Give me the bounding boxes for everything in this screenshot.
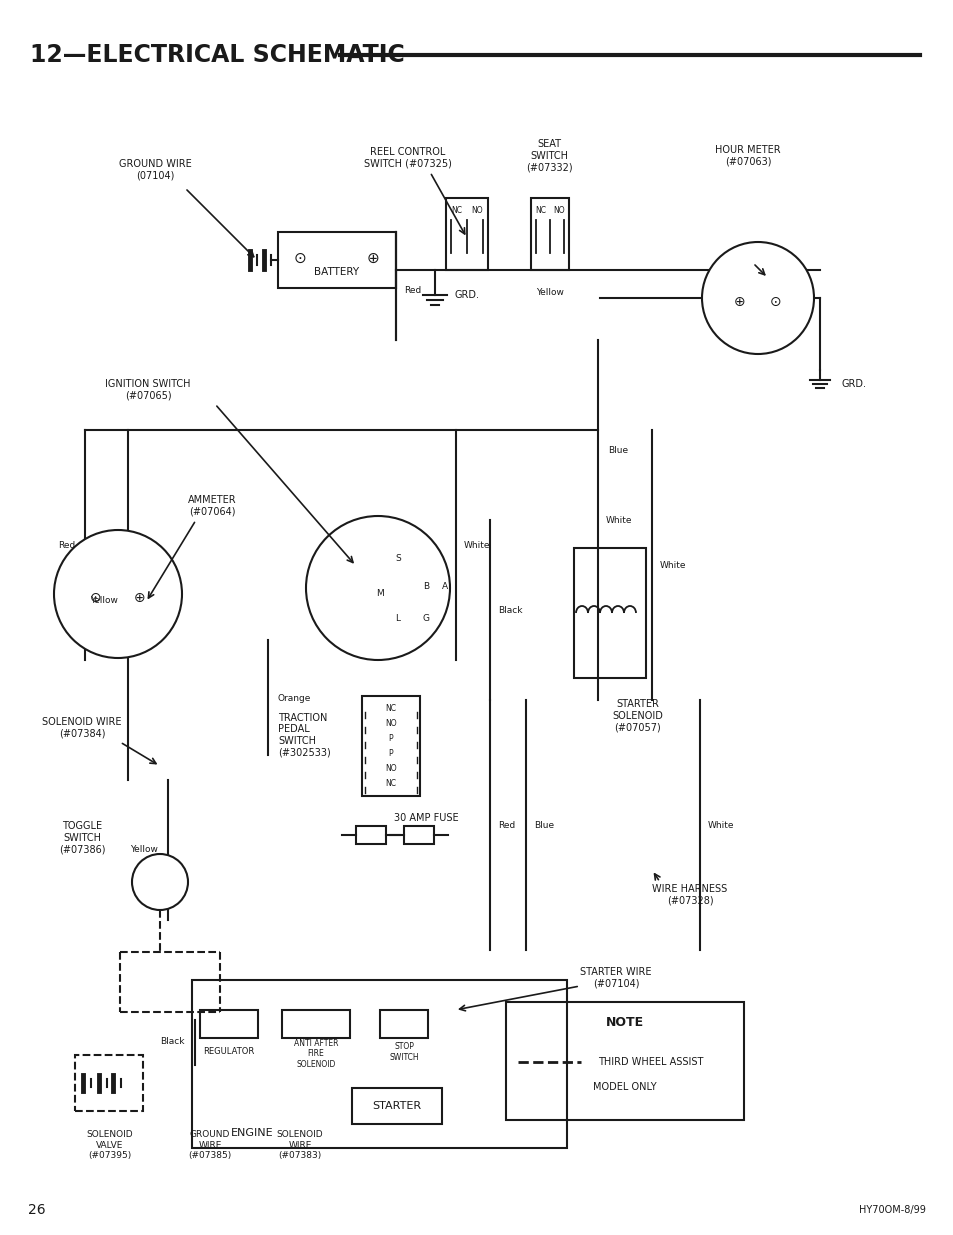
Text: BATTERY: BATTERY (314, 267, 359, 277)
Text: 26: 26 (28, 1203, 46, 1216)
Text: SOLENOID
VALVE
(#07395): SOLENOID VALVE (#07395) (87, 1130, 133, 1160)
Text: ⊙: ⊙ (91, 592, 102, 605)
Text: TRACTION
PEDAL
SWITCH
(#302533): TRACTION PEDAL SWITCH (#302533) (277, 713, 331, 757)
Bar (200, 1010, 257, 1037)
Text: ⊕: ⊕ (734, 295, 745, 309)
Text: ⊙: ⊙ (294, 251, 306, 266)
Text: 12—ELECTRICAL SCHEMATIC: 12—ELECTRICAL SCHEMATIC (30, 43, 404, 67)
Bar (355, 826, 386, 844)
Bar (277, 232, 395, 288)
Bar (446, 198, 488, 270)
Text: Red: Red (403, 285, 421, 294)
Text: NO: NO (471, 205, 482, 215)
Text: Red: Red (497, 820, 515, 830)
Text: L: L (395, 614, 400, 622)
Bar (75, 1055, 143, 1112)
Text: B: B (422, 582, 429, 590)
Bar (192, 981, 566, 1149)
Text: NO: NO (385, 763, 396, 773)
Text: NC: NC (535, 205, 546, 215)
Bar (361, 697, 419, 797)
Text: STOP
SWITCH: STOP SWITCH (389, 1042, 418, 1062)
Text: Black: Black (160, 1037, 185, 1046)
Circle shape (306, 516, 450, 659)
Text: Blue: Blue (607, 446, 627, 454)
Text: ⊕: ⊕ (366, 251, 379, 266)
Bar (505, 1002, 743, 1120)
Text: STARTER
SOLENOID
(#07057): STARTER SOLENOID (#07057) (612, 699, 662, 732)
Text: White: White (463, 541, 490, 550)
Text: Red: Red (58, 541, 75, 550)
Text: White: White (659, 561, 686, 569)
Circle shape (132, 853, 188, 910)
Text: GRD.: GRD. (841, 379, 866, 389)
Text: P: P (388, 734, 393, 742)
Text: HY70OM-8/99: HY70OM-8/99 (859, 1205, 925, 1215)
Text: White: White (605, 515, 632, 525)
Text: MODEL ONLY: MODEL ONLY (593, 1082, 656, 1092)
Text: IGNITION SWITCH
(#07065): IGNITION SWITCH (#07065) (105, 379, 191, 401)
Text: Yellow: Yellow (130, 846, 158, 855)
Text: ANTI AFTER
FIRE
SOLENOID: ANTI AFTER FIRE SOLENOID (294, 1039, 338, 1070)
Bar (403, 826, 434, 844)
Text: Yellow: Yellow (536, 288, 563, 296)
Text: REGULATOR: REGULATOR (203, 1047, 254, 1056)
Bar (352, 1088, 441, 1124)
Text: A: A (441, 582, 448, 590)
Text: ⊕: ⊕ (134, 592, 146, 605)
Text: S: S (395, 553, 400, 562)
Text: NC: NC (385, 704, 396, 713)
Circle shape (701, 242, 813, 354)
Bar (313, 583, 351, 608)
Text: GROUND WIRE
(07104): GROUND WIRE (07104) (118, 159, 192, 180)
Text: TOGGLE
SWITCH
(#07386): TOGGLE SWITCH (#07386) (59, 821, 105, 855)
Circle shape (54, 530, 182, 658)
Text: SEAT
SWITCH
(#07332): SEAT SWITCH (#07332) (525, 140, 572, 173)
Text: SOLENOID WIRE
(#07384): SOLENOID WIRE (#07384) (42, 718, 122, 739)
Text: THIRD WHEEL ASSIST: THIRD WHEEL ASSIST (598, 1057, 703, 1067)
Text: M: M (375, 589, 383, 598)
Text: WIRE HARNESS
(#07328): WIRE HARNESS (#07328) (652, 884, 727, 905)
Text: AMMETER
(#07064): AMMETER (#07064) (188, 495, 236, 516)
Text: ⊙: ⊙ (769, 295, 781, 309)
Bar (531, 198, 568, 270)
Text: ENGINE: ENGINE (231, 1128, 273, 1137)
Text: STARTER WIRE
(#07104): STARTER WIRE (#07104) (579, 967, 651, 989)
Bar (574, 548, 645, 678)
Text: REEL CONTROL
SWITCH (#07325): REEL CONTROL SWITCH (#07325) (364, 147, 452, 169)
Text: G: G (422, 614, 429, 622)
Text: NC: NC (451, 205, 462, 215)
Text: SOLENOID
WIRE
(#07383): SOLENOID WIRE (#07383) (276, 1130, 323, 1160)
Text: NC: NC (385, 778, 396, 788)
Text: Orange: Orange (277, 694, 311, 703)
Text: White: White (707, 820, 734, 830)
Text: GROUND
WIRE
(#07385): GROUND WIRE (#07385) (188, 1130, 232, 1160)
Text: NO: NO (553, 205, 564, 215)
Bar (282, 1010, 350, 1037)
Bar (379, 1010, 428, 1037)
Text: Blue: Blue (534, 820, 554, 830)
Text: 30 AMP FUSE: 30 AMP FUSE (394, 813, 458, 823)
Text: STARTER: STARTER (372, 1100, 421, 1112)
Text: GRD.: GRD. (455, 290, 479, 300)
Text: Black: Black (497, 605, 522, 615)
Text: HOUR METER
(#07063): HOUR METER (#07063) (715, 146, 780, 167)
Text: NO: NO (385, 719, 396, 727)
Text: NOTE: NOTE (605, 1015, 643, 1029)
Text: P: P (388, 748, 393, 757)
Text: Yellow: Yellow (90, 595, 118, 604)
